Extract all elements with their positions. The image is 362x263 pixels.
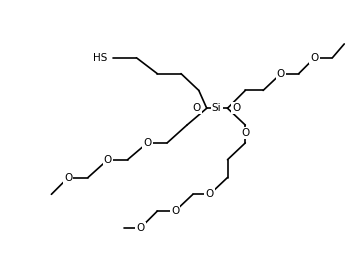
Text: O: O	[277, 69, 285, 79]
Text: O: O	[193, 103, 201, 113]
Text: O: O	[136, 223, 144, 233]
Text: O: O	[232, 103, 240, 113]
Text: O: O	[241, 128, 249, 138]
Text: Si: Si	[212, 103, 222, 113]
Text: O: O	[143, 138, 151, 148]
Text: O: O	[171, 206, 179, 216]
Text: O: O	[206, 189, 214, 199]
Text: O: O	[311, 53, 319, 63]
Text: O: O	[104, 155, 112, 165]
Text: HS: HS	[93, 53, 108, 63]
Text: O: O	[64, 173, 72, 183]
